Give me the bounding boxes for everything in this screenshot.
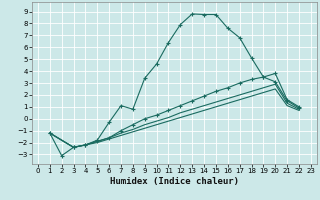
X-axis label: Humidex (Indice chaleur): Humidex (Indice chaleur) — [110, 177, 239, 186]
